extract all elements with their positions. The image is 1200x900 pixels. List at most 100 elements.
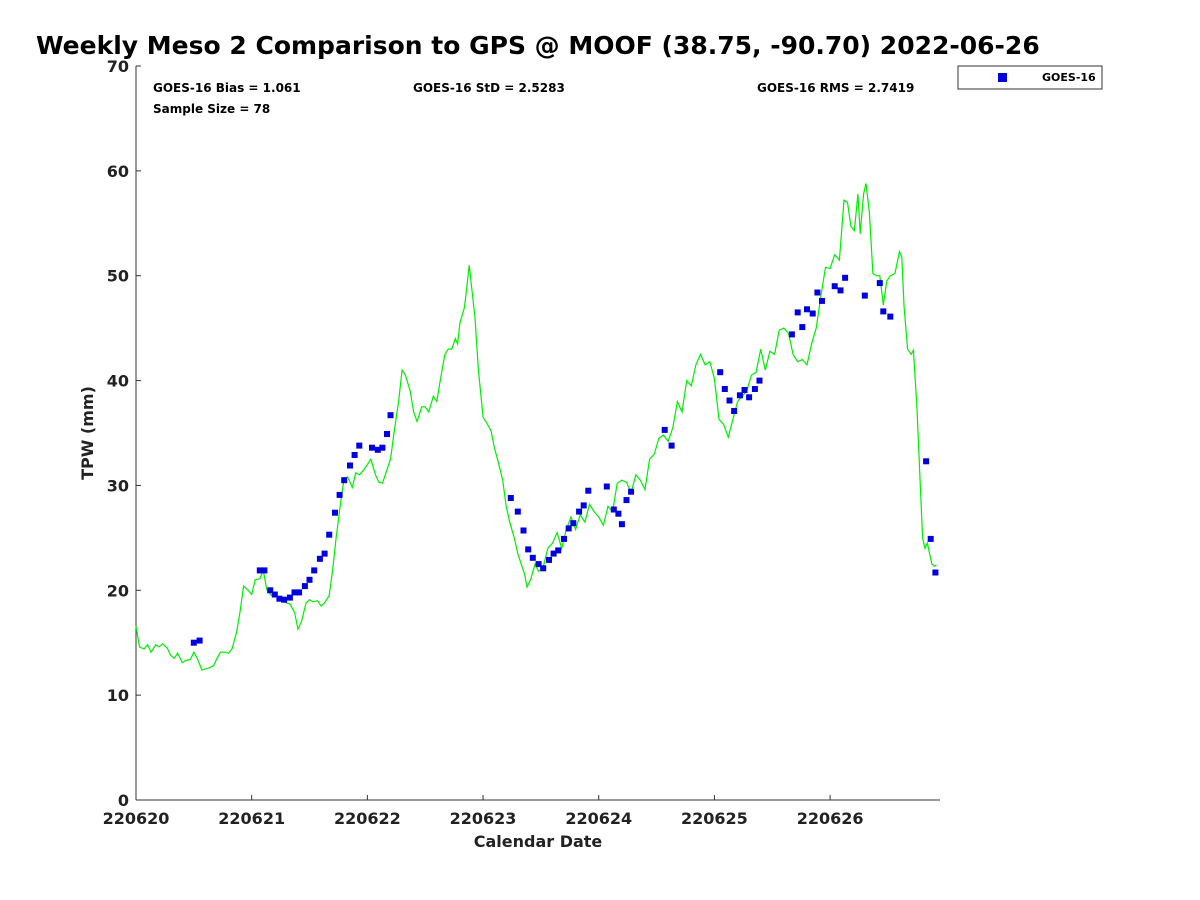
y-tick-label: 30 <box>107 476 129 495</box>
x-tick-label: 220624 <box>565 809 632 828</box>
goes16-point <box>618 521 625 528</box>
goes16-point <box>525 546 532 553</box>
goes16-point <box>576 508 583 515</box>
goes16-point <box>721 386 728 392</box>
x-tick-label: 220622 <box>334 809 401 828</box>
goes16-point <box>196 637 203 644</box>
y-tick-label: 20 <box>107 581 129 600</box>
legend-marker-goes16 <box>998 73 1007 82</box>
goes16-point <box>384 431 390 437</box>
goes16-point <box>923 458 930 465</box>
goes16-point <box>603 483 610 490</box>
goes16-point <box>809 310 816 317</box>
y-tick-label: 50 <box>107 267 129 286</box>
x-ticks: 220620 220621 220622 220623 220624 220625 2206… <box>103 795 863 828</box>
goes16-point <box>615 510 622 517</box>
goes16-point <box>261 567 268 574</box>
stat-bias: GOES-16 Bias = 1.061 <box>153 81 301 95</box>
goes16-point <box>736 392 743 399</box>
y-tick-label: 10 <box>107 686 129 705</box>
y-ticks: 0 10 20 30 40 50 60 70 <box>107 57 141 810</box>
goes16-point <box>347 462 353 469</box>
goes16-point <box>561 535 567 542</box>
goes16-point <box>351 452 358 458</box>
goes16-point <box>585 487 592 494</box>
goes16-point <box>507 495 514 501</box>
goes16-point <box>336 491 343 498</box>
x-tick-label: 220620 <box>103 809 170 828</box>
legend: GOES-16 <box>957 65 1103 90</box>
goes16-point <box>341 477 348 484</box>
goes16-point <box>550 550 557 557</box>
y-tick-label: 40 <box>107 372 129 391</box>
goes16-point <box>535 561 542 568</box>
x-tick-label: 220625 <box>681 809 748 828</box>
goes16-point <box>794 309 801 316</box>
goes16-point <box>296 589 303 596</box>
goes16-point <box>387 412 394 419</box>
y-axis-label: TPW (mm) <box>78 386 97 480</box>
goes16-point <box>580 502 587 509</box>
goes16-point <box>281 596 288 603</box>
gps-series-line <box>135 183 937 671</box>
goes16-point <box>751 386 758 392</box>
goes16-point <box>326 531 333 538</box>
y-tick-label: 60 <box>107 162 129 181</box>
goes16-point <box>332 509 338 516</box>
goes16-point <box>731 408 738 414</box>
stat-std: GOES-16 StD = 2.5283 <box>413 81 565 95</box>
goes16-point <box>356 442 363 449</box>
goes16-point <box>799 324 806 331</box>
stat-sample-size: Sample Size = 78 <box>153 102 270 116</box>
goes16-point <box>311 567 318 574</box>
goes16-point <box>301 583 308 590</box>
stat-rms: GOES-16 RMS = 2.7419 <box>757 81 914 95</box>
goes16-point <box>726 397 733 404</box>
goes16-point <box>842 274 849 281</box>
goes16-point <box>306 576 313 583</box>
goes16-point <box>623 497 630 504</box>
x-tick-label: 220621 <box>218 809 285 828</box>
goes16-point-series <box>190 274 939 646</box>
goes16-point <box>570 520 577 527</box>
goes16-point <box>555 547 562 554</box>
goes16-point <box>717 369 724 376</box>
goes16-point <box>379 444 386 451</box>
y-tick-label: 70 <box>107 57 129 76</box>
goes16-point <box>276 595 283 602</box>
legend-box <box>957 65 1103 90</box>
goes16-point <box>514 508 521 515</box>
goes16-point <box>837 287 844 294</box>
goes16-point <box>565 525 572 532</box>
legend-label-goes16: GOES-16 <box>1042 71 1096 84</box>
goes16-point <box>610 506 617 513</box>
goes16-point <box>819 297 825 304</box>
goes16-point <box>267 587 274 594</box>
goes16-point <box>876 280 883 287</box>
goes16-point <box>861 292 868 299</box>
goes16-point <box>741 387 748 393</box>
goes16-point <box>628 488 635 495</box>
goes16-point <box>932 569 939 576</box>
goes16-point <box>369 444 375 451</box>
y-tick-label: 0 <box>118 791 129 810</box>
gps-line-series <box>135 183 937 671</box>
goes16-point <box>546 556 552 563</box>
goes16-point <box>321 550 328 557</box>
goes16-point <box>540 565 547 572</box>
goes16-point <box>746 394 753 401</box>
plot-area: 0 10 20 30 40 50 60 70 220620 220621 220622 220623… <box>103 57 940 828</box>
chart-title: Weekly Meso 2 Comparison to GPS @ MOOF (… <box>36 31 1040 60</box>
goes16-point <box>256 567 263 574</box>
goes16-point <box>529 554 536 561</box>
x-axis-label: Calendar Date <box>474 832 603 851</box>
goes16-point <box>814 289 821 296</box>
goes16-point <box>887 313 894 320</box>
goes16-point <box>804 306 810 313</box>
goes16-point <box>927 535 934 542</box>
goes16-point <box>286 594 293 601</box>
goes16-point <box>291 589 298 596</box>
goes16-point <box>190 639 197 646</box>
goes16-point <box>668 442 675 449</box>
